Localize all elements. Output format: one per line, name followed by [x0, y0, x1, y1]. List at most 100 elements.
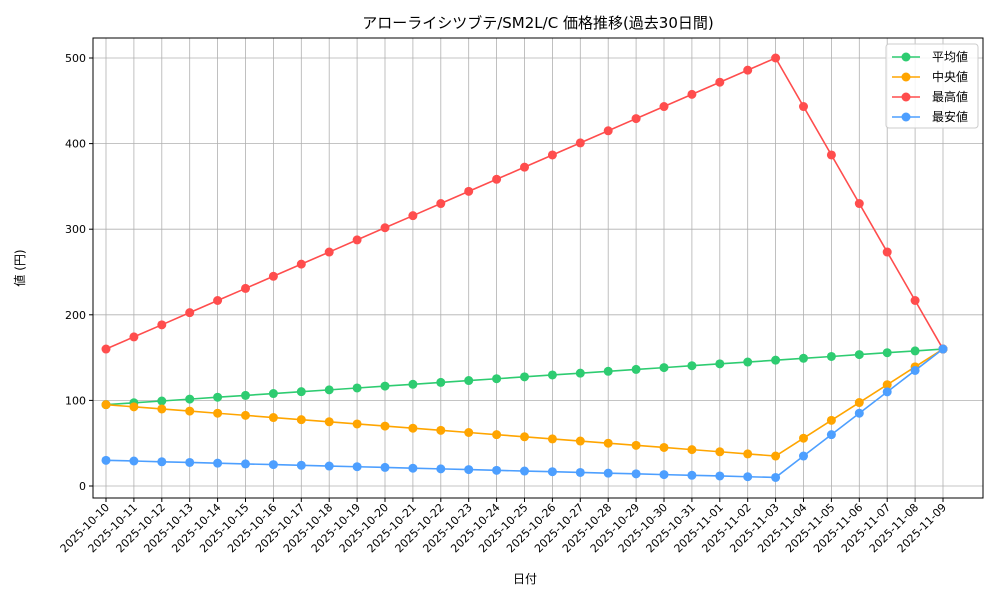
data-point	[185, 394, 195, 404]
data-point	[659, 442, 669, 452]
data-point	[101, 455, 111, 465]
data-point	[241, 459, 250, 469]
data-point	[826, 415, 836, 425]
data-point	[408, 211, 418, 221]
data-point	[854, 398, 864, 408]
x-axis-label: 日付	[513, 572, 537, 586]
series-最高値	[101, 53, 948, 354]
data-point	[520, 466, 529, 476]
data-point	[268, 460, 278, 470]
data-point	[213, 392, 223, 402]
data-point	[241, 410, 250, 420]
y-tick-label: 300	[65, 223, 86, 236]
data-point	[157, 396, 167, 406]
data-point	[213, 296, 223, 306]
data-point	[380, 462, 390, 472]
data-point	[436, 199, 446, 209]
data-point	[687, 361, 697, 371]
data-point	[129, 402, 139, 412]
data-point	[492, 430, 502, 440]
data-point	[910, 365, 920, 375]
data-point	[185, 308, 195, 318]
data-point	[659, 470, 669, 480]
data-point	[408, 423, 418, 433]
data-point	[826, 150, 836, 160]
data-point	[687, 470, 697, 480]
legend-label: 最高値	[932, 89, 968, 104]
data-point	[799, 451, 808, 461]
data-point	[101, 344, 111, 354]
data-point	[157, 320, 167, 330]
data-point	[464, 376, 474, 386]
data-point	[910, 296, 920, 306]
data-point	[324, 461, 334, 471]
y-tick-label: 0	[79, 480, 86, 493]
data-point	[575, 368, 585, 378]
data-point	[464, 428, 474, 437]
data-point	[882, 247, 892, 257]
data-point	[547, 370, 557, 380]
data-point	[380, 223, 390, 233]
data-point	[826, 430, 836, 440]
series-最安値	[101, 344, 948, 482]
data-point	[380, 381, 390, 391]
data-point	[352, 419, 362, 429]
y-tick-label: 500	[65, 52, 86, 65]
data-point	[882, 380, 892, 390]
data-point	[296, 460, 306, 470]
data-point	[799, 102, 808, 112]
data-point	[185, 457, 195, 467]
data-point	[603, 438, 613, 448]
data-point	[268, 271, 278, 281]
data-point	[324, 417, 334, 427]
y-tick-label: 400	[65, 138, 86, 151]
data-point	[715, 447, 725, 457]
data-point	[268, 413, 278, 423]
legend-marker	[901, 72, 911, 82]
data-point	[324, 247, 334, 257]
data-point	[520, 372, 529, 382]
legend-box	[885, 43, 979, 129]
data-point	[659, 363, 669, 373]
legend-marker	[901, 52, 911, 62]
data-point	[352, 383, 362, 393]
legend-marker	[901, 92, 911, 102]
data-point	[799, 433, 808, 443]
data-point	[241, 390, 250, 400]
data-point	[129, 332, 139, 342]
data-point	[631, 364, 641, 374]
data-point	[882, 348, 892, 358]
data-point	[296, 415, 306, 425]
series-中央値	[101, 344, 948, 461]
data-point	[910, 346, 920, 356]
data-point	[743, 357, 753, 367]
data-point	[408, 379, 418, 389]
legend-label: 平均値	[932, 49, 968, 64]
data-point	[101, 400, 111, 410]
plot-frame	[92, 37, 984, 499]
data-point	[743, 65, 753, 75]
data-point	[436, 464, 446, 474]
data-point	[603, 366, 613, 376]
data-point	[743, 449, 753, 459]
data-point	[296, 259, 306, 269]
data-point	[547, 467, 557, 477]
data-point	[603, 468, 613, 478]
data-point	[854, 199, 864, 209]
data-point	[296, 387, 306, 397]
data-point	[492, 465, 502, 475]
data-point	[185, 406, 195, 416]
data-point	[492, 374, 502, 384]
data-point	[464, 186, 474, 196]
data-point	[715, 471, 725, 481]
y-axis-label: 値 (円)	[12, 249, 27, 286]
data-point	[268, 389, 278, 399]
data-point	[241, 283, 250, 293]
data-point	[352, 235, 362, 245]
data-point	[715, 359, 725, 369]
data-point	[687, 89, 697, 99]
data-point	[129, 456, 139, 466]
data-point	[854, 408, 864, 418]
data-point	[715, 77, 725, 87]
